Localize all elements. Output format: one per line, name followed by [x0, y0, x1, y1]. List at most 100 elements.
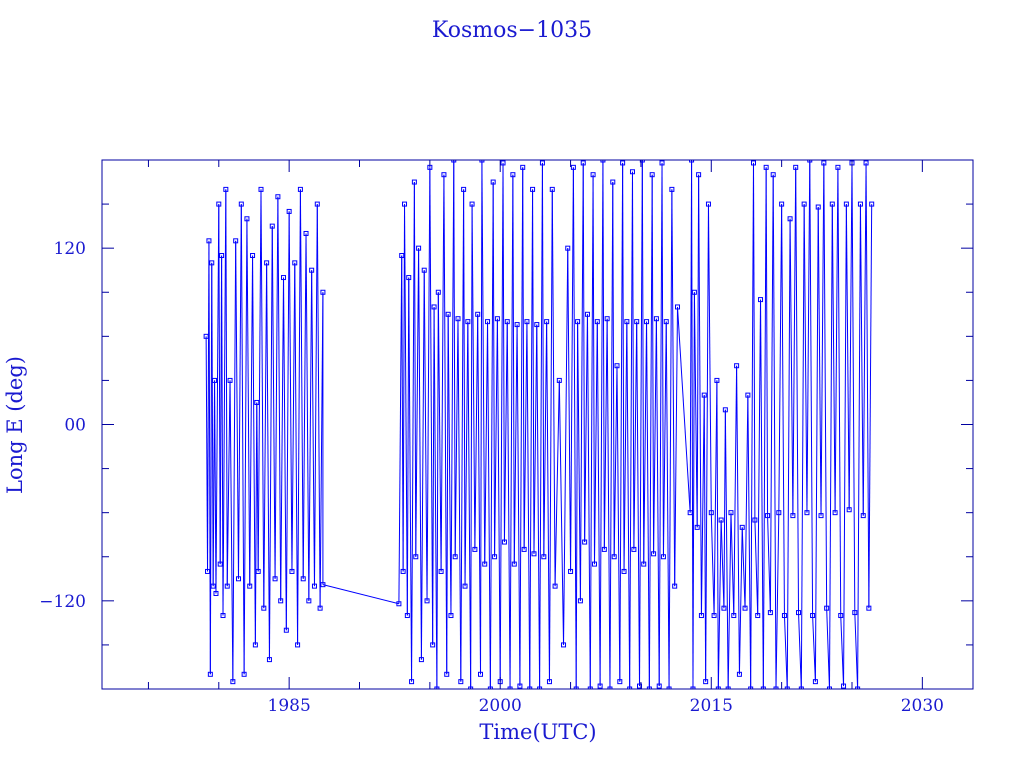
data-point: [461, 186, 467, 192]
data-point: [241, 671, 247, 677]
data-point: [812, 679, 818, 685]
series-segment: [674, 306, 679, 587]
series-segment: [232, 240, 237, 682]
series-segment: [316, 204, 321, 609]
data-point: [669, 186, 675, 192]
series-segment: [629, 171, 633, 689]
data-point: [210, 583, 216, 589]
data-point: [223, 186, 229, 192]
series-segment: [460, 189, 465, 682]
series-segment: [222, 189, 227, 616]
data-point: [435, 289, 441, 295]
series-segment: [716, 380, 719, 689]
data-point: [549, 186, 555, 192]
data-point: [421, 267, 427, 273]
data-point: [860, 513, 866, 519]
data-point: [742, 605, 748, 611]
data-point: [627, 686, 633, 689]
data-point: [286, 208, 292, 214]
series-segment: [738, 527, 743, 675]
series-segment: [240, 204, 245, 675]
data-point: [212, 377, 218, 383]
series-segment: [225, 189, 228, 587]
series-segment: [274, 196, 279, 579]
series-segment: [533, 324, 538, 554]
series-segment: [828, 204, 833, 689]
series-segment: [288, 211, 293, 572]
data-point: [829, 201, 835, 207]
data-point: [400, 568, 406, 574]
series-segment: [834, 167, 839, 513]
data-point: [541, 554, 547, 560]
data-point: [731, 613, 737, 619]
data-point: [767, 610, 773, 616]
series-segment: [631, 171, 635, 550]
series-segment: [489, 182, 494, 689]
series-segment: [283, 277, 287, 631]
series-segment: [426, 167, 431, 601]
data-point: [580, 160, 586, 166]
data-point: [292, 260, 298, 266]
data-point: [441, 172, 447, 178]
series-segment: [541, 162, 545, 557]
data-point: [469, 201, 475, 207]
series-segment: [707, 204, 712, 513]
series-segment: [606, 318, 611, 689]
data-point: [250, 253, 256, 259]
series-segment: [781, 204, 785, 616]
series-segment: [551, 189, 556, 587]
series-segment: [698, 174, 702, 616]
series-segment: [413, 182, 417, 557]
x-tick-label: 2015: [690, 696, 733, 716]
data-point: [452, 554, 458, 560]
data-point: [728, 510, 734, 516]
data-point: [703, 679, 709, 685]
y-axis-label: Long E (deg): [3, 356, 27, 494]
series-segment: [496, 318, 501, 682]
data-point: [708, 510, 714, 516]
data-point: [779, 201, 785, 207]
data-point: [565, 245, 571, 251]
series-segment: [268, 226, 273, 660]
data-point: [739, 524, 745, 530]
series-segment: [536, 324, 541, 689]
series-segment: [522, 167, 525, 550]
data-point: [866, 605, 872, 611]
data-point: [213, 590, 219, 596]
data-point: [649, 172, 655, 178]
series-segment: [291, 262, 296, 572]
series-segment: [661, 162, 664, 557]
data-point: [736, 671, 742, 677]
data-point: [531, 551, 537, 557]
data-point: [826, 686, 832, 689]
series-segment: [271, 226, 276, 579]
series-segment: [710, 512, 715, 616]
data-point: [787, 216, 793, 222]
data-point: [629, 169, 635, 175]
data-point: [832, 510, 838, 516]
data-point: [838, 613, 844, 619]
data-point: [227, 377, 233, 383]
data-point: [283, 627, 289, 633]
data-point: [675, 304, 681, 310]
series-segment: [622, 162, 625, 572]
series-segment: [772, 174, 777, 689]
series-segment: [668, 189, 673, 689]
data-point: [701, 392, 707, 398]
data-point: [807, 160, 813, 163]
data-point: [275, 194, 281, 200]
series-segment: [484, 321, 489, 565]
series-segment: [820, 162, 825, 516]
data-point: [690, 686, 696, 689]
data-point: [539, 160, 545, 166]
data-point: [689, 160, 695, 163]
series-segment: [440, 174, 445, 572]
series-segment: [733, 365, 738, 616]
series-segment: [865, 162, 870, 609]
series-segment: [646, 321, 650, 689]
data-point: [781, 613, 787, 619]
series-segment: [730, 512, 735, 616]
series-segment: [665, 321, 670, 689]
series-segment: [586, 314, 591, 689]
data-point: [843, 201, 849, 207]
